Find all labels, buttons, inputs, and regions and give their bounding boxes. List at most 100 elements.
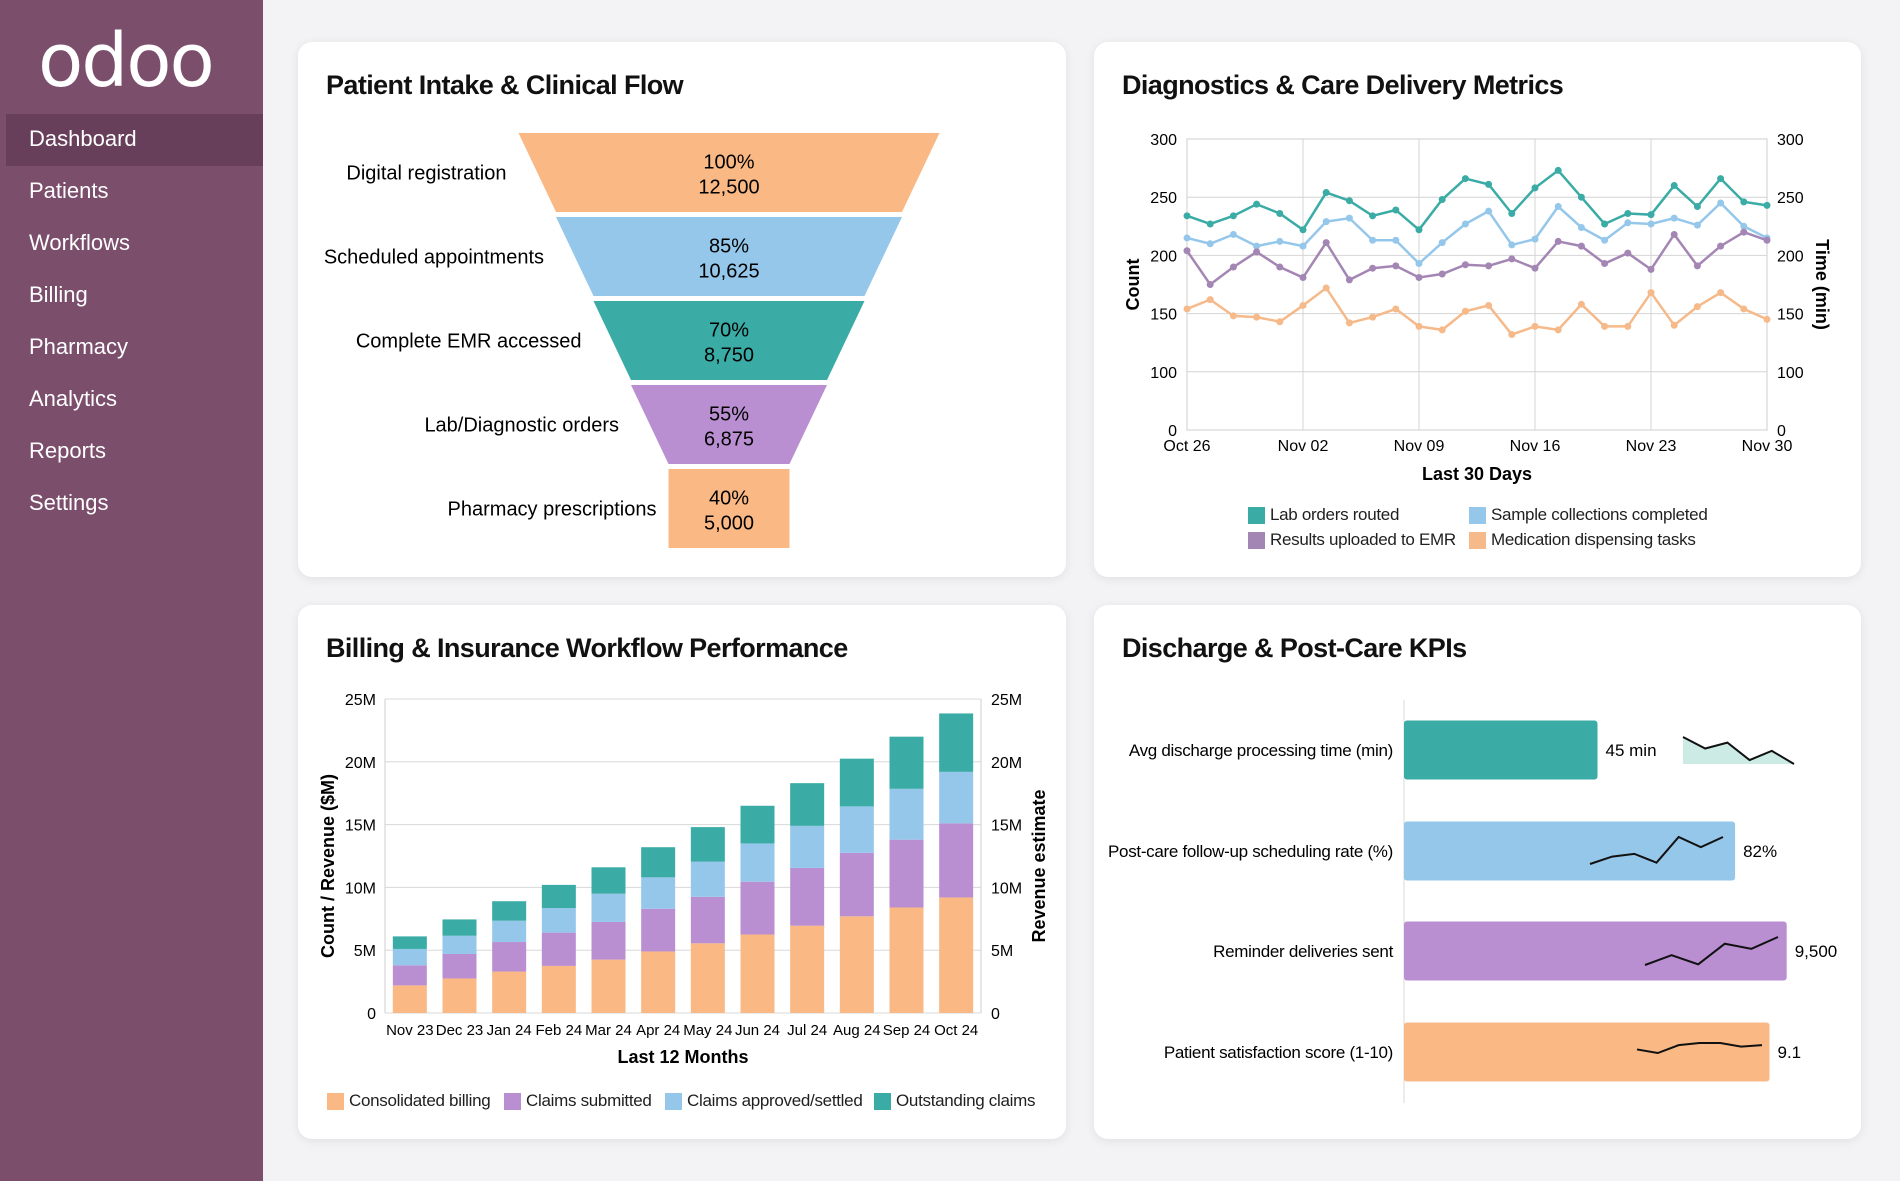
card-title: Diagnostics & Care Delivery Metrics <box>1122 70 1564 100</box>
legend-label: Sample collections completed <box>1491 505 1708 524</box>
legend-item[interactable]: Lab orders routed <box>1248 505 1399 525</box>
data-point <box>1670 214 1678 222</box>
data-point <box>1461 307 1469 315</box>
legend-item[interactable]: Sample collections completed <box>1469 505 1708 525</box>
data-point <box>1183 234 1191 242</box>
data-point <box>1415 322 1423 330</box>
sidebar-nav: Dashboard Patients Workflows Billing Pha… <box>0 114 263 530</box>
x-tick-label: Sep 24 <box>883 1022 931 1039</box>
series-line <box>1186 201 1768 266</box>
legend-swatch <box>1469 531 1486 549</box>
y-tick-label: 200 <box>1150 248 1177 265</box>
bar-segment <box>392 936 427 949</box>
legend-label: Claims submitted <box>526 1091 652 1110</box>
data-point <box>1670 321 1678 329</box>
y-axis-title: Count <box>1123 259 1143 311</box>
data-point <box>1206 240 1214 248</box>
data-point <box>1461 261 1469 269</box>
x-tick-label: Jul 24 <box>787 1022 827 1039</box>
data-point <box>1508 241 1516 249</box>
data-point <box>1485 180 1493 188</box>
data-point <box>1717 199 1725 207</box>
billing-card: 0 0 5M 5M 10M 10M 15M 15M 20M 20M 25M 25M Nov 23 Dec … <box>298 605 1066 1139</box>
legend-item[interactable]: Claims approved/settled <box>665 1091 863 1111</box>
legend-item[interactable]: Medication dispensing tasks <box>1469 530 1696 550</box>
y-right-tick-label: 5M <box>991 943 1013 960</box>
card-title: Patient Intake & Clinical Flow <box>326 70 684 100</box>
sidebar-item-dashboard[interactable]: Dashboard <box>6 114 263 166</box>
data-point <box>1763 236 1771 244</box>
bar-segment <box>690 827 725 862</box>
sidebar-item-settings[interactable]: Settings <box>29 490 109 515</box>
bar-segment <box>939 713 974 772</box>
kpi-card: Avg discharge processing time (min) 45 mi… <box>1094 605 1861 1139</box>
y-right-tick-label: 150 <box>1777 307 1804 324</box>
data-point <box>1670 182 1678 190</box>
data-point <box>1717 289 1725 297</box>
y-right-axis-title: Revenue estimate <box>1029 789 1049 942</box>
sidebar-item-workflows[interactable]: Workflows <box>29 230 131 255</box>
funnel-segment <box>631 385 827 464</box>
funnel-stage-label: Digital registration <box>346 163 506 185</box>
odoo-logo[interactable]: odoo <box>38 18 215 104</box>
legend-swatch <box>1248 531 1265 549</box>
data-point <box>1392 236 1400 244</box>
funnel-percent: 85% <box>709 236 749 258</box>
data-point <box>1345 214 1353 222</box>
bar-segment <box>690 896 725 944</box>
funnel-stage-label: Lab/Diagnostic orders <box>424 415 619 437</box>
funnel-percent: 40% <box>709 488 749 510</box>
data-point <box>1670 230 1678 238</box>
data-point <box>1369 264 1377 272</box>
bar-segment <box>392 985 427 1013</box>
funnel-value: 8,750 <box>704 345 754 367</box>
legend-item[interactable]: Claims submitted <box>504 1091 652 1111</box>
kpi-value: 45 min <box>1606 741 1657 760</box>
kpi-bar <box>1404 1022 1770 1082</box>
sidebar-item-analytics[interactable]: Analytics <box>29 386 118 411</box>
kpi-label: Patient satisfaction score (1-10) <box>1164 1043 1393 1062</box>
data-point <box>1392 206 1400 214</box>
y-tick-label: 0 <box>1168 423 1177 440</box>
data-point <box>1322 189 1330 197</box>
funnel-value: 5,000 <box>704 513 754 535</box>
sidebar-item-billing[interactable]: Billing <box>29 282 88 307</box>
legend-item[interactable]: Consolidated billing <box>327 1091 491 1111</box>
data-point <box>1624 249 1632 257</box>
bar-segment <box>492 942 527 972</box>
bar-segment <box>392 965 427 986</box>
data-point <box>1369 313 1377 321</box>
bar-segment <box>591 921 626 960</box>
sidebar-item-reports[interactable]: Reports <box>29 438 107 463</box>
x-tick-label: Nov 02 <box>1278 438 1329 455</box>
bar-segment <box>839 916 874 1013</box>
kpi-bar <box>1404 720 1598 780</box>
legend-label: Results uploaded to EMR <box>1270 530 1456 549</box>
funnel-percent: 70% <box>709 320 749 342</box>
data-point <box>1438 270 1446 278</box>
data-point <box>1740 228 1748 236</box>
data-point <box>1740 222 1748 230</box>
legend-item[interactable]: Outstanding claims <box>874 1091 1035 1111</box>
data-point <box>1229 212 1237 220</box>
bar-segment <box>690 861 725 897</box>
data-point <box>1183 247 1191 255</box>
sidebar-item-patients[interactable]: Patients <box>29 178 109 203</box>
data-point <box>1485 207 1493 215</box>
data-point <box>1229 263 1237 271</box>
y-right-tick-label: 20M <box>991 755 1022 772</box>
sidebar-item-pharmacy[interactable]: Pharmacy <box>29 334 129 359</box>
bar-segment <box>839 758 874 807</box>
data-point <box>1253 200 1261 208</box>
bar-segment <box>790 925 825 1013</box>
data-point <box>1531 322 1539 330</box>
data-point <box>1322 218 1330 226</box>
legend-item[interactable]: Results uploaded to EMR <box>1248 530 1456 550</box>
data-point <box>1369 236 1377 244</box>
y-tick-label: 20M <box>345 755 376 772</box>
y-tick-label: 250 <box>1150 190 1177 207</box>
bar-segment <box>740 881 775 935</box>
data-point <box>1345 319 1353 327</box>
kpi-bar <box>1404 921 1787 981</box>
legend-label: Lab orders routed <box>1270 505 1400 524</box>
